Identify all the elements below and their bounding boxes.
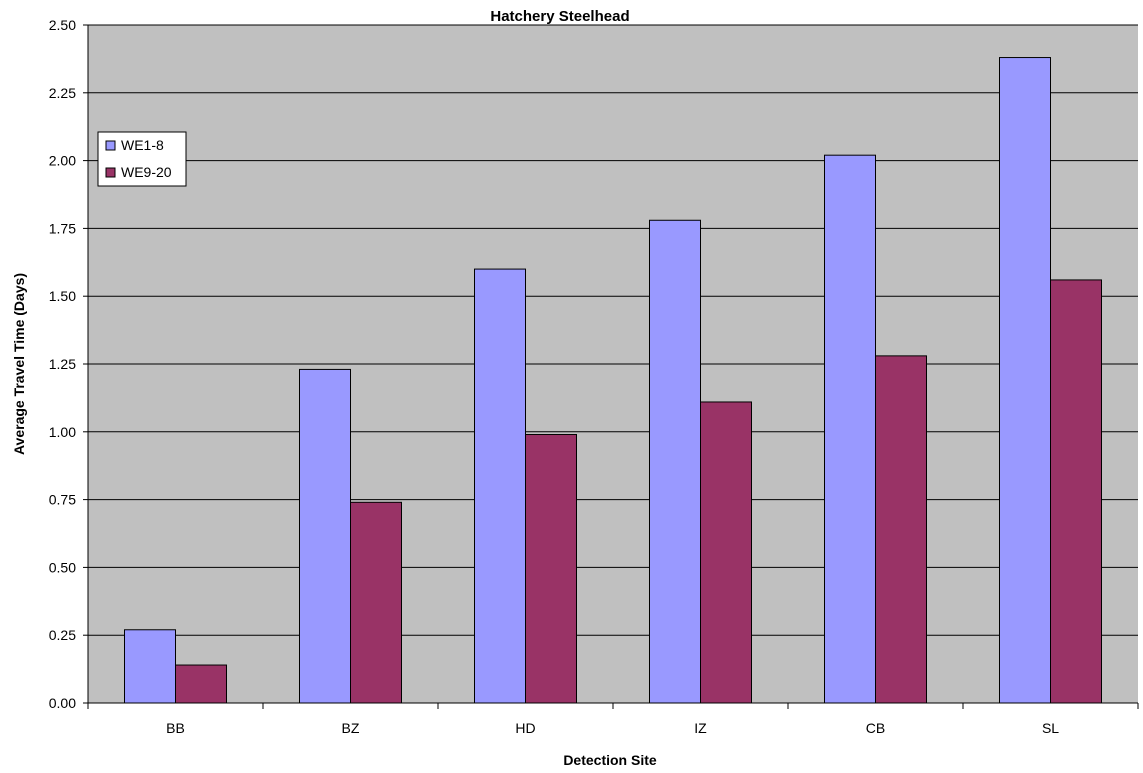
y-tick-label: 0.00 — [49, 695, 76, 711]
bar-we1-8-iz — [649, 219, 701, 704]
bar-we1-8-cb — [824, 154, 876, 704]
y-tick-label: 1.75 — [49, 220, 76, 236]
y-tick-label: 0.75 — [49, 492, 76, 508]
bar-we9-20-bb — [175, 664, 227, 704]
bar-we9-20-cb — [875, 355, 927, 704]
axes — [83, 24, 1139, 709]
x-tick-label: IZ — [694, 720, 707, 736]
bar-we1-8-hd — [474, 268, 526, 704]
x-tick-label: BB — [166, 720, 185, 736]
y-tick-label: 1.25 — [49, 356, 76, 372]
x-axis-title: Detection Site — [563, 752, 657, 768]
x-tick-label: CB — [866, 720, 885, 736]
y-tick-label: 2.25 — [49, 85, 76, 101]
legend-swatch-0 — [105, 140, 116, 151]
y-tick-labels: 0.00 0.25 0.50 0.75 1.00 1.25 1.50 1.75 2.00 2.25… — [49, 17, 76, 711]
x-tick-label: SL — [1042, 720, 1059, 736]
x-tick-label: HD — [515, 720, 535, 736]
y-tick-label: 1.50 — [49, 288, 76, 304]
x-tick-labels: BB BZ HD IZ CB SL — [166, 720, 1059, 736]
x-tick-label: BZ — [342, 720, 360, 736]
y-tick-label: 1.00 — [49, 424, 76, 440]
y-tick-label: 0.25 — [49, 627, 76, 643]
y-axis-title: Average Travel Time (Days) — [11, 273, 27, 455]
bar-we1-8-sl — [999, 57, 1051, 704]
bar-we1-8-bz — [299, 368, 351, 704]
bar-we1-8-bb — [124, 629, 176, 704]
y-tick-label: 2.50 — [49, 17, 76, 33]
y-tick-label: 2.00 — [49, 153, 76, 169]
legend-label-1: WE9-20 — [121, 164, 172, 180]
bar-we9-20-sl — [1050, 279, 1102, 704]
grid-lines — [88, 24, 1138, 636]
chart-title: Hatchery Steelhead — [490, 8, 629, 25]
y-tick-label: 0.50 — [49, 559, 76, 575]
legend-label-0: WE1-8 — [121, 137, 164, 153]
legend-swatch-1 — [105, 167, 116, 178]
bar-we9-20-bz — [350, 501, 402, 704]
legend: WE1-8 WE9-20 — [97, 131, 187, 187]
bars — [124, 57, 1102, 704]
bar-we9-20-iz — [700, 401, 752, 704]
bar-we9-20-hd — [525, 434, 577, 704]
